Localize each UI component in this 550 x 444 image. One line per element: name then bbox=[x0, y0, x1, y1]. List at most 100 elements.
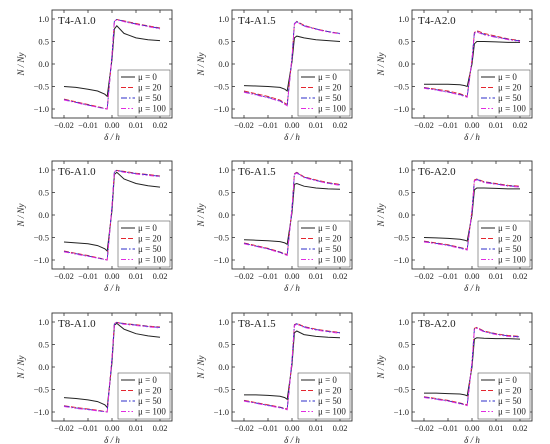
plot-title: T6-A2.0 bbox=[418, 166, 456, 178]
y-tick-label: 0.0 bbox=[398, 210, 409, 220]
legend-label-mu-20: μ = 20 bbox=[138, 83, 162, 93]
legend-label-mu-50: μ = 50 bbox=[318, 93, 342, 103]
y-tick-label: −0.5 bbox=[394, 385, 409, 395]
y-axis-label: N / Ny bbox=[196, 203, 206, 227]
x-axis-label: δ / h bbox=[284, 435, 300, 444]
y-tick-label: −0.5 bbox=[394, 82, 409, 92]
x-tick-label: −0.02 bbox=[234, 120, 254, 130]
series-line-mu-0 bbox=[423, 187, 520, 242]
legend-label-mu-50: μ = 50 bbox=[138, 93, 162, 103]
y-tick-label: 0.0 bbox=[398, 59, 409, 69]
series-line-mu-20 bbox=[423, 326, 521, 406]
x-axis-label: δ / h bbox=[464, 283, 480, 293]
legend-box bbox=[117, 220, 171, 268]
legend-label-mu-20: μ = 20 bbox=[318, 83, 342, 93]
y-tick-label: 0.5 bbox=[218, 188, 229, 198]
legend-label-mu-50: μ = 50 bbox=[138, 396, 162, 406]
y-tick-label: 0.5 bbox=[218, 37, 229, 47]
subplot-t8-a1.5: −0.02 −0.01 0.00 0.01 0.02 −1.0 −0.5 0.0 0.5 1.0 δ… bbox=[196, 312, 353, 444]
legend-label-mu-50: μ = 50 bbox=[138, 244, 162, 254]
y-tick-label: −1.0 bbox=[394, 407, 409, 417]
y-tick-label: −0.5 bbox=[34, 233, 49, 243]
subplot-t8-a2.0: −0.02 −0.01 0.00 0.01 0.02 −1.0 −0.5 0.0 0.5 1.0 δ… bbox=[376, 312, 533, 444]
x-tick-label: 0.00 bbox=[285, 271, 300, 281]
legend-label-mu-100: μ = 100 bbox=[498, 255, 526, 265]
y-tick-label: −1.0 bbox=[34, 407, 49, 417]
x-tick-label: −0.01 bbox=[258, 271, 278, 281]
legend: μ = 0μ = 20μ = 50μ = 100 bbox=[297, 220, 351, 268]
x-tick-label: −0.02 bbox=[414, 271, 434, 281]
x-axis-label: δ / h bbox=[464, 435, 480, 444]
subplot-t4-a2.0: −0.02 −0.01 0.00 0.01 0.02 −1.0 −0.5 0.0 0.5 1.0 δ… bbox=[376, 9, 533, 142]
y-tick-label: 0.0 bbox=[38, 59, 49, 69]
legend-label-mu-20: μ = 20 bbox=[138, 234, 162, 244]
y-tick-label: 1.0 bbox=[38, 165, 49, 175]
legend-label-mu-100: μ = 100 bbox=[318, 104, 346, 114]
x-tick-label: 0.01 bbox=[309, 423, 324, 433]
y-axis-label: N / Ny bbox=[376, 355, 386, 379]
y-tick-label: 0.0 bbox=[218, 362, 229, 372]
legend: μ = 0μ = 20μ = 50μ = 100 bbox=[117, 220, 171, 268]
x-tick-label: 0.01 bbox=[489, 271, 504, 281]
y-tick-label: −1.0 bbox=[214, 255, 229, 265]
y-tick-label: 0.5 bbox=[398, 37, 409, 47]
x-tick-label: 0.02 bbox=[153, 423, 168, 433]
y-axis-label: N / Ny bbox=[376, 52, 386, 76]
x-tick-label: 0.02 bbox=[333, 423, 348, 433]
x-tick-label: 0.01 bbox=[309, 120, 324, 130]
y-tick-label: 1.0 bbox=[398, 14, 409, 24]
legend-label-mu-0: μ = 0 bbox=[138, 375, 157, 385]
y-tick-label: −1.0 bbox=[394, 255, 409, 265]
x-axis-label: δ / h bbox=[104, 132, 120, 142]
legend-box bbox=[477, 220, 531, 268]
y-tick-label: −1.0 bbox=[394, 104, 409, 114]
series-line-mu-0 bbox=[243, 182, 341, 246]
y-tick-label: 0.5 bbox=[218, 340, 229, 350]
series-line-mu-50 bbox=[423, 178, 521, 251]
x-tick-label: 0.00 bbox=[285, 120, 300, 130]
legend-label-mu-50: μ = 50 bbox=[498, 396, 522, 406]
y-tick-label: −1.0 bbox=[34, 255, 49, 265]
series-line-mu-20 bbox=[243, 20, 341, 106]
legend-label-mu-100: μ = 100 bbox=[498, 407, 526, 417]
plot-title: T4-A1.0 bbox=[58, 15, 96, 27]
y-tick-label: 1.0 bbox=[218, 165, 229, 175]
series-line-mu-0 bbox=[424, 337, 521, 397]
y-tick-label: 0.5 bbox=[398, 188, 409, 198]
x-axis-label: δ / h bbox=[104, 283, 120, 293]
y-tick-label: 0.0 bbox=[218, 210, 229, 220]
x-tick-label: 0.00 bbox=[105, 120, 120, 130]
legend-label-mu-0: μ = 0 bbox=[318, 375, 337, 385]
series-line-mu-100 bbox=[63, 19, 161, 110]
y-tick-label: 0.0 bbox=[38, 362, 49, 372]
legend-label-mu-0: μ = 0 bbox=[138, 223, 157, 233]
legend-label-mu-20: μ = 20 bbox=[498, 234, 522, 244]
x-tick-label: −0.02 bbox=[234, 271, 254, 281]
x-tick-label: −0.01 bbox=[78, 120, 98, 130]
legend-label-mu-50: μ = 50 bbox=[318, 244, 342, 254]
legend-label-mu-0: μ = 0 bbox=[318, 72, 337, 82]
x-tick-label: 0.02 bbox=[513, 423, 528, 433]
x-tick-label: −0.02 bbox=[414, 120, 434, 130]
x-tick-label: −0.02 bbox=[414, 423, 434, 433]
x-tick-label: 0.01 bbox=[309, 271, 324, 281]
y-tick-label: −0.5 bbox=[214, 82, 229, 92]
legend-label-mu-0: μ = 0 bbox=[498, 375, 517, 385]
plot-title: T6-A1.5 bbox=[238, 166, 276, 178]
x-tick-label: 0.01 bbox=[489, 423, 504, 433]
plot-title: T8-A1.0 bbox=[58, 318, 96, 330]
y-tick-label: −1.0 bbox=[34, 104, 49, 114]
subplot-t4-a1.5: −0.02 −0.01 0.00 0.01 0.02 −1.0 −0.5 0.0 0.5 1.0 δ… bbox=[196, 9, 353, 142]
x-tick-label: −0.01 bbox=[438, 271, 458, 281]
y-tick-label: 0.0 bbox=[38, 210, 49, 220]
legend: μ = 0μ = 20μ = 50μ = 100 bbox=[477, 372, 531, 420]
series-line-mu-50 bbox=[243, 323, 341, 410]
series-line-mu-20 bbox=[243, 322, 341, 410]
x-tick-label: 0.01 bbox=[129, 423, 144, 433]
y-tick-label: −0.5 bbox=[394, 233, 409, 243]
x-axis-label: δ / h bbox=[104, 435, 120, 444]
y-tick-label: 1.0 bbox=[38, 14, 49, 24]
x-tick-label: 0.00 bbox=[105, 423, 120, 433]
x-tick-label: −0.01 bbox=[258, 120, 278, 130]
